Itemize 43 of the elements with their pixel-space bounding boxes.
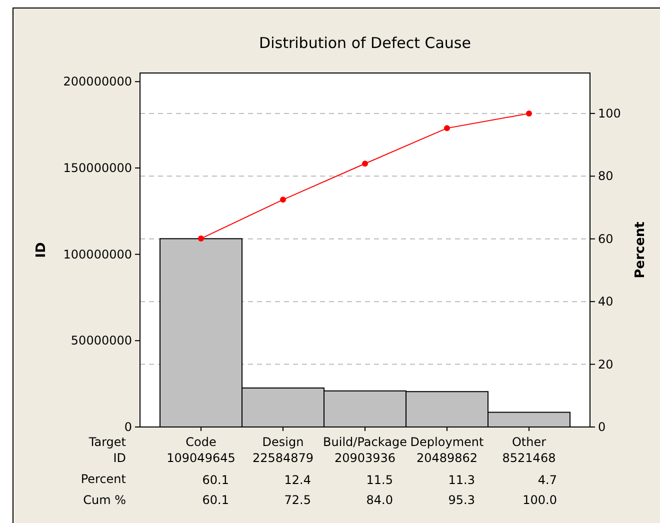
text: 60.1 — [202, 473, 229, 487]
text: ID — [113, 451, 126, 465]
x-tick-label: Build/Package — [323, 435, 407, 449]
x-tick-label: Deployment — [410, 435, 484, 449]
y2-tick-label: 20 — [598, 357, 614, 372]
text: 11.5 — [366, 473, 393, 487]
data-label: 84.0 — [366, 493, 393, 507]
text: 4.7 — [538, 473, 557, 487]
data-label: 109049645 — [166, 451, 236, 465]
point — [198, 236, 204, 242]
y-tick-label: 100000000 — [63, 247, 132, 262]
point — [362, 160, 368, 167]
y-axis-title: ID — [34, 242, 49, 258]
x-tick-label: Code — [186, 435, 216, 449]
chart-title: Distribution of Defect Cause — [259, 34, 471, 52]
point — [526, 110, 532, 116]
data-label: 60.1 — [202, 493, 229, 507]
text: 12.4 — [284, 473, 311, 487]
point — [280, 196, 286, 203]
y2-tick-label: 0 — [598, 420, 606, 434]
y2-tick-label: 100 — [598, 106, 621, 120]
y-tick-label: 0 — [124, 420, 132, 434]
data-label: 20489862 — [416, 451, 478, 465]
y-tick-label: 50000000 — [70, 334, 132, 348]
text: 11.3 — [448, 473, 475, 487]
data-label: 72.5 — [284, 493, 311, 507]
text: Cum % — [83, 493, 126, 507]
y2-tick-label: 80 — [598, 169, 614, 184]
data-label: 20903936 — [334, 451, 396, 465]
y-tick-label: 200000000 — [63, 74, 132, 89]
x-tick-label: Design — [262, 435, 304, 449]
data-label: 100.0 — [522, 493, 557, 507]
data-label: 22584879 — [252, 451, 314, 465]
data-label: 95.3 — [448, 493, 475, 507]
y2-axis-title: Percent — [633, 222, 648, 278]
x-tick-label: Other — [512, 435, 546, 449]
y-tick-label: 150000000 — [63, 160, 132, 175]
y2-tick-label: 60 — [598, 232, 614, 246]
text: Percent — [80, 472, 126, 486]
y2-tick-label: 40 — [598, 294, 614, 309]
point — [444, 125, 450, 132]
data-label: 8521468 — [502, 451, 556, 465]
x-axis-title: Target — [88, 435, 126, 449]
